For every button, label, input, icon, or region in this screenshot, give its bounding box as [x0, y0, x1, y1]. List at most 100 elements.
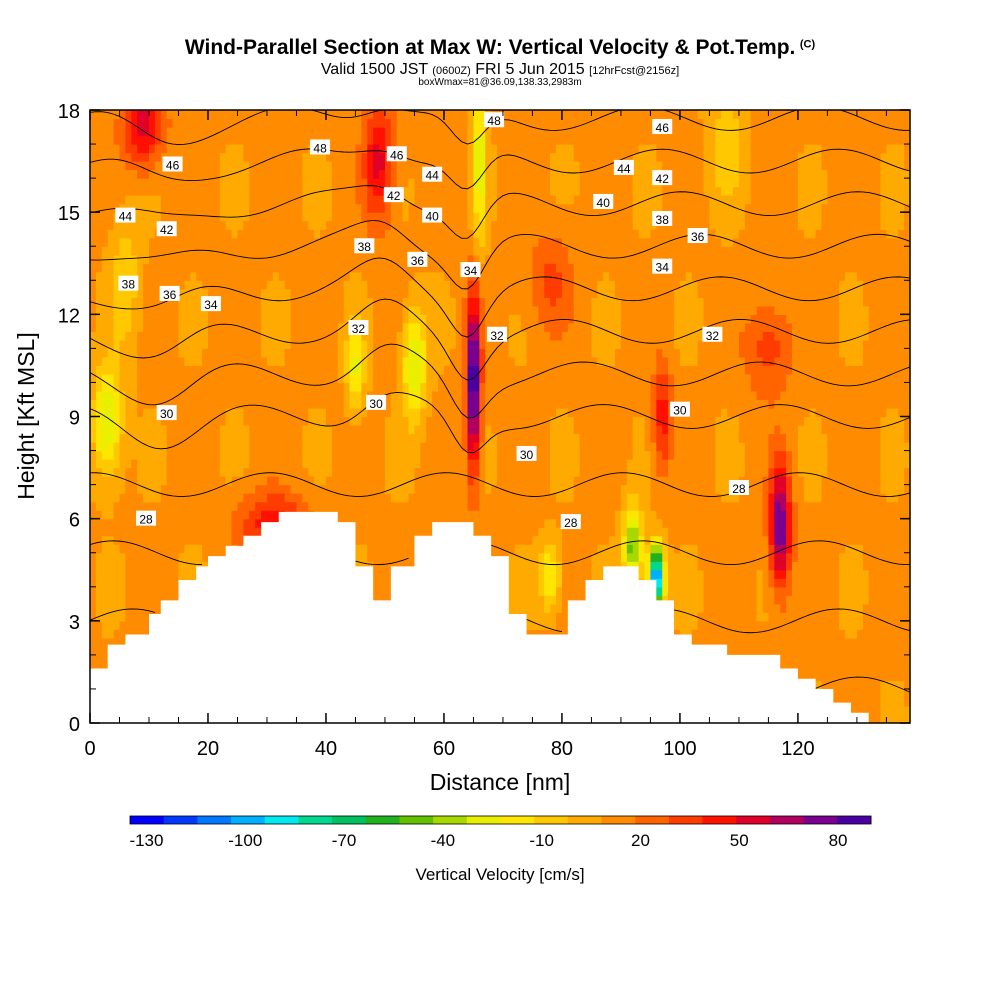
- velocity-cell: [361, 476, 368, 486]
- velocity-cell: [219, 425, 227, 435]
- velocity-cell: [284, 220, 292, 230]
- velocity-cell: [379, 331, 386, 341]
- velocity-cell: [95, 527, 103, 537]
- velocity-cell: [355, 561, 362, 571]
- velocity-cell: [143, 339, 150, 349]
- velocity-cell: [361, 416, 368, 426]
- velocity-cell: [119, 603, 126, 613]
- velocity-cell: [396, 518, 404, 528]
- velocity-cell: [432, 118, 439, 128]
- velocity-cell: [101, 254, 109, 264]
- velocity-cell: [296, 135, 303, 145]
- velocity-cell: [443, 399, 451, 409]
- velocity-cell: [160, 552, 168, 562]
- velocity-cell: [272, 484, 280, 494]
- velocity-cell: [384, 161, 392, 171]
- velocity-cell: [225, 135, 233, 145]
- velocity-cell: [473, 501, 480, 511]
- velocity-cell: [432, 510, 439, 520]
- velocity-cell: [325, 118, 333, 128]
- velocity-cell: [414, 322, 421, 332]
- velocity-cell: [202, 186, 209, 196]
- velocity-cell: [443, 263, 451, 273]
- velocity-cell: [467, 339, 475, 349]
- velocity-cell: [384, 450, 392, 460]
- velocity-cell: [213, 339, 221, 349]
- velocity-cell: [355, 118, 362, 128]
- velocity-cell: [255, 178, 262, 188]
- velocity-cell: [467, 195, 475, 205]
- velocity-cell: [137, 186, 144, 196]
- velocity-cell: [272, 237, 280, 247]
- velocity-cell: [390, 135, 398, 145]
- velocity-cell: [426, 220, 433, 230]
- velocity-cell: [331, 390, 339, 401]
- velocity-cell: [90, 467, 97, 477]
- velocity-cell: [467, 254, 475, 264]
- velocity-cell: [461, 416, 469, 426]
- velocity-cell: [408, 203, 416, 213]
- velocity-cell: [443, 510, 451, 520]
- velocity-cell: [202, 110, 209, 120]
- velocity-cell: [390, 288, 398, 298]
- velocity-cell: [331, 348, 339, 358]
- velocity-cell: [202, 390, 209, 401]
- velocity-cell: [266, 390, 274, 401]
- velocity-cell: [143, 297, 150, 307]
- velocity-cell: [107, 620, 115, 630]
- velocity-cell: [178, 195, 185, 205]
- velocity-cell: [420, 459, 427, 469]
- velocity-cell: [331, 288, 339, 298]
- velocity-cell: [160, 186, 168, 196]
- velocity-cell: [402, 416, 410, 426]
- velocity-cell: [296, 433, 303, 443]
- velocity-cell: [290, 254, 298, 264]
- velocity-cell: [379, 578, 386, 588]
- velocity-cell: [402, 467, 410, 477]
- velocity-cell: [143, 544, 150, 554]
- velocity-cell: [154, 569, 162, 579]
- velocity-cell: [408, 271, 416, 281]
- velocity-cell: [202, 161, 209, 171]
- velocity-cell: [95, 322, 103, 332]
- velocity-cell: [272, 110, 280, 120]
- velocity-cell: [196, 382, 203, 392]
- velocity-cell: [414, 305, 421, 315]
- velocity-cell: [296, 390, 303, 401]
- velocity-cell: [160, 263, 168, 273]
- velocity-cell: [196, 510, 203, 520]
- velocity-cell: [255, 484, 262, 494]
- velocity-cell: [379, 365, 386, 375]
- velocity-cell: [491, 169, 498, 179]
- velocity-cell: [325, 195, 333, 205]
- velocity-cell: [113, 493, 121, 503]
- velocity-cell: [90, 416, 97, 426]
- velocity-cell: [420, 433, 427, 443]
- velocity-cell: [213, 178, 221, 188]
- velocity-cell: [432, 382, 439, 392]
- velocity-cell: [420, 331, 427, 341]
- velocity-cell: [243, 305, 250, 315]
- velocity-cell: [426, 407, 433, 418]
- velocity-cell: [432, 195, 439, 205]
- velocity-cell: [95, 476, 103, 486]
- velocity-cell: [455, 484, 463, 494]
- velocity-cell: [148, 237, 156, 247]
- velocity-cell: [143, 135, 150, 145]
- velocity-cell: [172, 195, 180, 205]
- velocity-cell: [343, 280, 351, 290]
- velocity-cell: [125, 110, 132, 120]
- velocity-cell: [148, 195, 156, 205]
- velocity-cell: [219, 314, 227, 324]
- velocity-cell: [172, 331, 180, 341]
- velocity-cell: [166, 348, 174, 358]
- velocity-cell: [473, 280, 480, 290]
- velocity-cell: [266, 356, 274, 367]
- velocity-cell: [361, 425, 368, 435]
- velocity-cell: [349, 203, 357, 213]
- velocity-cell: [160, 237, 168, 247]
- velocity-cell: [296, 263, 303, 273]
- velocity-cell: [384, 127, 392, 137]
- velocity-cell: [131, 373, 138, 384]
- velocity-cell: [426, 322, 433, 332]
